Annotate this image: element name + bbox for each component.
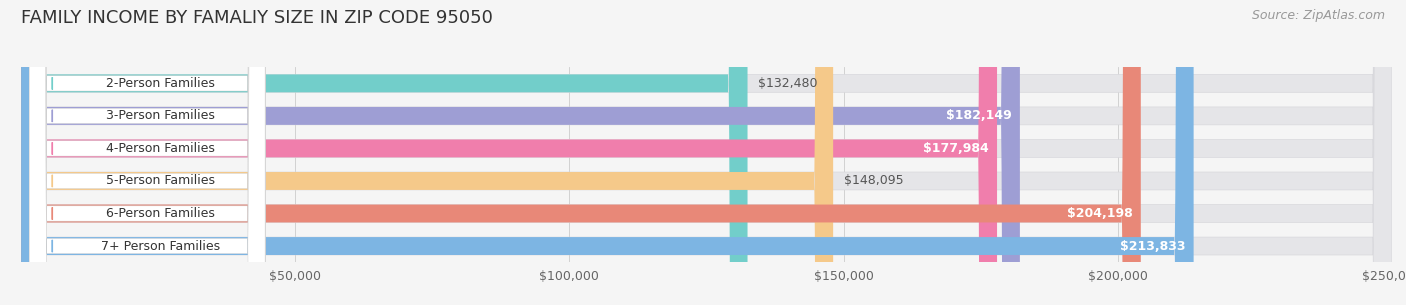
Text: 2-Person Families: 2-Person Families: [107, 77, 215, 90]
Text: $177,984: $177,984: [924, 142, 988, 155]
Text: FAMILY INCOME BY FAMALIY SIZE IN ZIP CODE 95050: FAMILY INCOME BY FAMALIY SIZE IN ZIP COD…: [21, 9, 494, 27]
FancyBboxPatch shape: [30, 0, 266, 305]
FancyBboxPatch shape: [30, 0, 266, 305]
Text: 6-Person Families: 6-Person Families: [107, 207, 215, 220]
FancyBboxPatch shape: [21, 0, 1019, 305]
FancyBboxPatch shape: [21, 0, 1392, 305]
Text: $213,833: $213,833: [1121, 239, 1185, 253]
Text: $132,480: $132,480: [758, 77, 818, 90]
FancyBboxPatch shape: [21, 0, 1392, 305]
FancyBboxPatch shape: [30, 0, 266, 305]
FancyBboxPatch shape: [21, 0, 1194, 305]
FancyBboxPatch shape: [21, 0, 1392, 305]
FancyBboxPatch shape: [21, 0, 1392, 305]
FancyBboxPatch shape: [21, 0, 997, 305]
FancyBboxPatch shape: [30, 0, 266, 305]
Text: 5-Person Families: 5-Person Families: [107, 174, 215, 188]
Text: $182,149: $182,149: [946, 109, 1012, 122]
Text: 4-Person Families: 4-Person Families: [107, 142, 215, 155]
FancyBboxPatch shape: [21, 0, 1392, 305]
Text: Source: ZipAtlas.com: Source: ZipAtlas.com: [1251, 9, 1385, 22]
FancyBboxPatch shape: [21, 0, 834, 305]
Text: $204,198: $204,198: [1067, 207, 1133, 220]
FancyBboxPatch shape: [21, 0, 748, 305]
FancyBboxPatch shape: [30, 0, 266, 305]
Text: $148,095: $148,095: [844, 174, 904, 188]
FancyBboxPatch shape: [21, 0, 1392, 305]
FancyBboxPatch shape: [21, 0, 1140, 305]
Text: 3-Person Families: 3-Person Families: [107, 109, 215, 122]
Text: 7+ Person Families: 7+ Person Families: [101, 239, 221, 253]
FancyBboxPatch shape: [30, 0, 266, 305]
